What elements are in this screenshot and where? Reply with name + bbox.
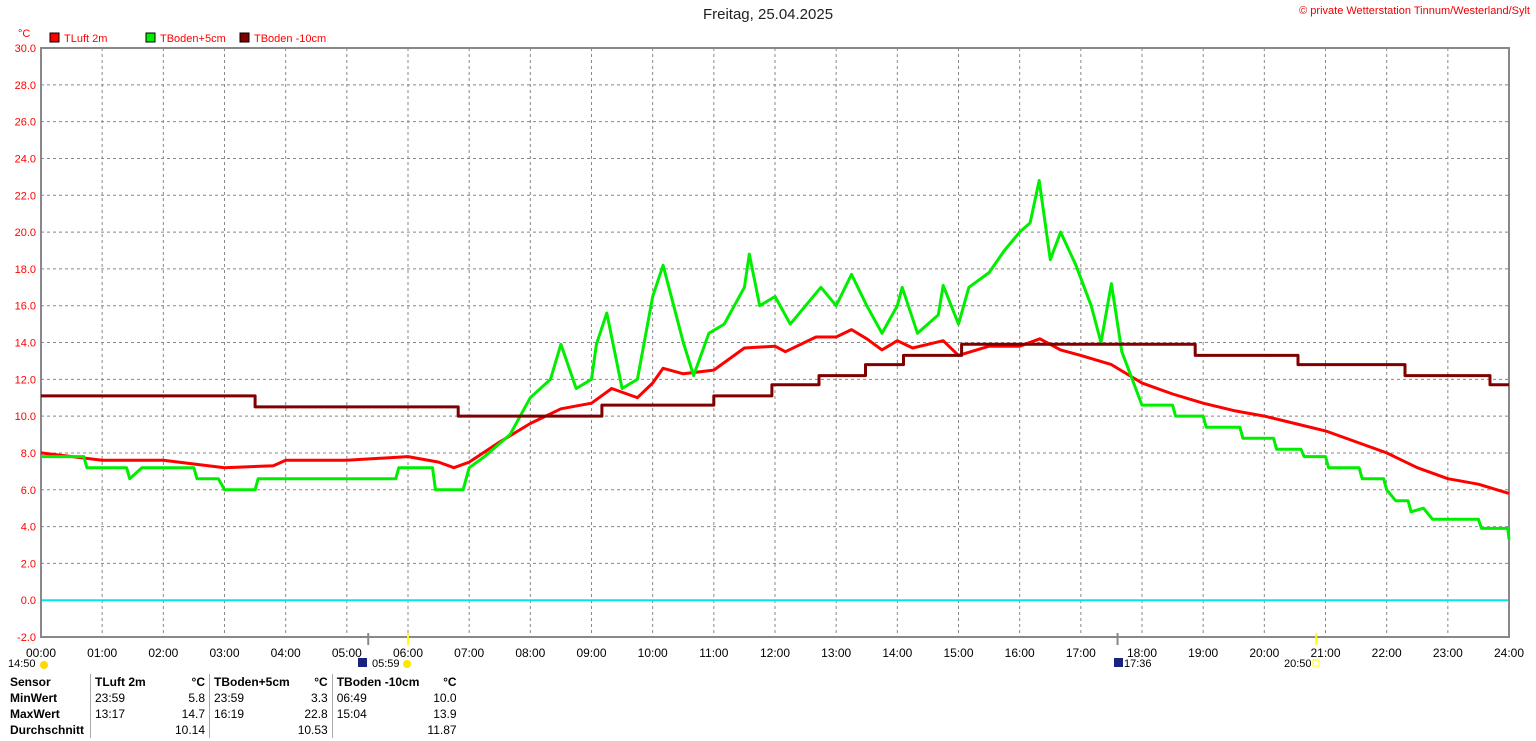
x-tick-label: 21:00 — [1310, 646, 1340, 660]
cell: 23:59 — [90, 690, 169, 706]
cell: 15:04 — [331, 706, 424, 722]
x-tick-label: 20:00 — [1249, 646, 1279, 660]
x-tick-label: 11:00 — [699, 646, 728, 660]
series-line-1 — [41, 179, 1511, 540]
x-tick-label: 09:00 — [576, 646, 606, 660]
cell: 10.53 — [297, 723, 328, 737]
cell — [331, 722, 424, 738]
x-tick-label: 06:00 — [393, 646, 423, 660]
cell: 14.7 — [181, 707, 205, 721]
stats-row: MinWert 23:59 5.8 23:59 3.3 06:49 10.0 — [6, 690, 461, 706]
x-tick-label: 16:00 — [1005, 646, 1035, 660]
y-tick-label: 10.0 — [15, 411, 36, 423]
y-tick-label: 12.0 — [15, 374, 36, 386]
x-tick-label: 01:00 — [87, 646, 117, 660]
legend-swatch — [145, 32, 156, 43]
cell: 10.14 — [174, 723, 205, 737]
plot-border — [40, 47, 1510, 638]
stats-unit: °C — [443, 675, 457, 689]
marker-sunset: 17:36 — [1124, 658, 1152, 670]
cell: 06:49 — [331, 690, 424, 706]
stats-row: MaxWert 13:17 14.7 16:19 22.8 15:04 13.9 — [6, 706, 461, 722]
cell: 22.8 — [304, 707, 328, 721]
x-tick-label: 13:00 — [821, 646, 851, 660]
temperature-chart: °C 30.0 28.0 26.0 24.0 22.0 20.0 18.0 16.0 14.0 12… — [8, 28, 1524, 670]
sunrise-icon — [358, 658, 367, 667]
marker-sunrise: 05:59 — [372, 658, 400, 670]
x-tick-label: 02:00 — [148, 646, 178, 660]
stats-header-sensor: Sensor — [10, 675, 51, 689]
cloud-sun-icon — [40, 661, 48, 669]
stats-header: TLuft 2m — [90, 674, 169, 690]
y-tick-label: 16.0 — [15, 301, 36, 313]
legend-label: TBoden+5cm — [160, 33, 226, 45]
cell: 5.8 — [188, 691, 205, 705]
cell: 11.87 — [427, 723, 457, 737]
y-tick-label: 14.0 — [15, 338, 36, 350]
stats-unit: °C — [314, 675, 328, 689]
stats-table: Sensor TLuft 2m °C TBoden+5cm °C TBoden … — [6, 674, 461, 738]
x-tick-label: 08:00 — [515, 646, 545, 660]
x-tick-label: 17:00 — [1066, 646, 1096, 660]
moon-icon — [1312, 659, 1320, 667]
stats-header: Sensor TLuft 2m °C TBoden+5cm °C TBoden … — [6, 674, 461, 690]
row-label: MaxWert — [10, 707, 60, 721]
x-tick-label: 22:00 — [1372, 646, 1402, 660]
cell — [90, 722, 169, 738]
stats-header: TBoden -10cm — [331, 674, 424, 690]
y-tick-label: 28.0 — [15, 80, 36, 92]
legend-label: TLuft 2m — [64, 33, 107, 45]
y-tick-label: 24.0 — [15, 153, 36, 165]
legend-label: TBoden -10cm — [254, 33, 326, 45]
x-tick-label: 12:00 — [760, 646, 790, 660]
cell: 10.0 — [433, 691, 457, 705]
x-tick-label: 03:00 — [209, 646, 239, 660]
x-tick-label: 10:00 — [638, 646, 668, 660]
copyright: © private Wetterstation Tinnum/Westerlan… — [1299, 5, 1530, 17]
y-tick-label: 20.0 — [15, 227, 36, 239]
x-tick-label: 14:00 — [882, 646, 912, 660]
x-tick-label: 05:00 — [332, 646, 362, 660]
cell: 23:59 — [208, 690, 294, 706]
y-tick-label: 18.0 — [15, 264, 36, 276]
stats-unit: °C — [191, 675, 205, 689]
x-tick-label: 24:00 — [1494, 646, 1524, 660]
stats-row: Durchschnitt 10.14 10.53 11.87 — [6, 722, 461, 738]
legend-swatch — [49, 32, 60, 43]
x-tick-label: 04:00 — [271, 646, 301, 660]
y-tick-label: 30.0 — [15, 43, 36, 55]
x-tick-label: 18:00 — [1127, 646, 1157, 660]
cell: 13.9 — [433, 707, 457, 721]
y-axis-label: °C — [18, 28, 30, 40]
cell: 3.3 — [311, 691, 328, 705]
cell: 16:19 — [208, 706, 294, 722]
y-tick-label: 8.0 — [21, 448, 36, 460]
y-tick-label: 4.0 — [21, 522, 36, 534]
legend-swatch — [239, 32, 250, 43]
row-label: Durchschnitt — [10, 723, 85, 737]
y-tick-label: 6.0 — [21, 485, 36, 497]
cell — [208, 722, 294, 738]
marker-left_time: 14:50 — [8, 658, 36, 670]
stats-header: TBoden+5cm — [208, 674, 294, 690]
x-tick-label: 23:00 — [1433, 646, 1463, 660]
sunset-icon — [1114, 658, 1123, 667]
sun-icon — [403, 660, 411, 668]
row-label: MinWert — [10, 691, 58, 705]
y-tick-label: 2.0 — [21, 558, 36, 570]
x-tick-label: 19:00 — [1188, 646, 1218, 660]
x-tick-label: 15:00 — [943, 646, 973, 660]
series-line-2 — [41, 342, 1509, 418]
series-line-0 — [40, 328, 1510, 495]
y-tick-label: 22.0 — [15, 190, 36, 202]
cell: 13:17 — [90, 706, 169, 722]
y-tick-label: 0.0 — [21, 595, 36, 607]
chart-title: Freitag, 25.04.2025 — [702, 6, 834, 23]
y-tick-label: -2.0 — [17, 632, 36, 644]
y-tick-label: 26.0 — [15, 117, 36, 129]
x-tick-label: 07:00 — [454, 646, 484, 660]
x-tick-label: 00:00 — [26, 646, 56, 660]
marker-moon: 20:50 — [1284, 658, 1312, 670]
